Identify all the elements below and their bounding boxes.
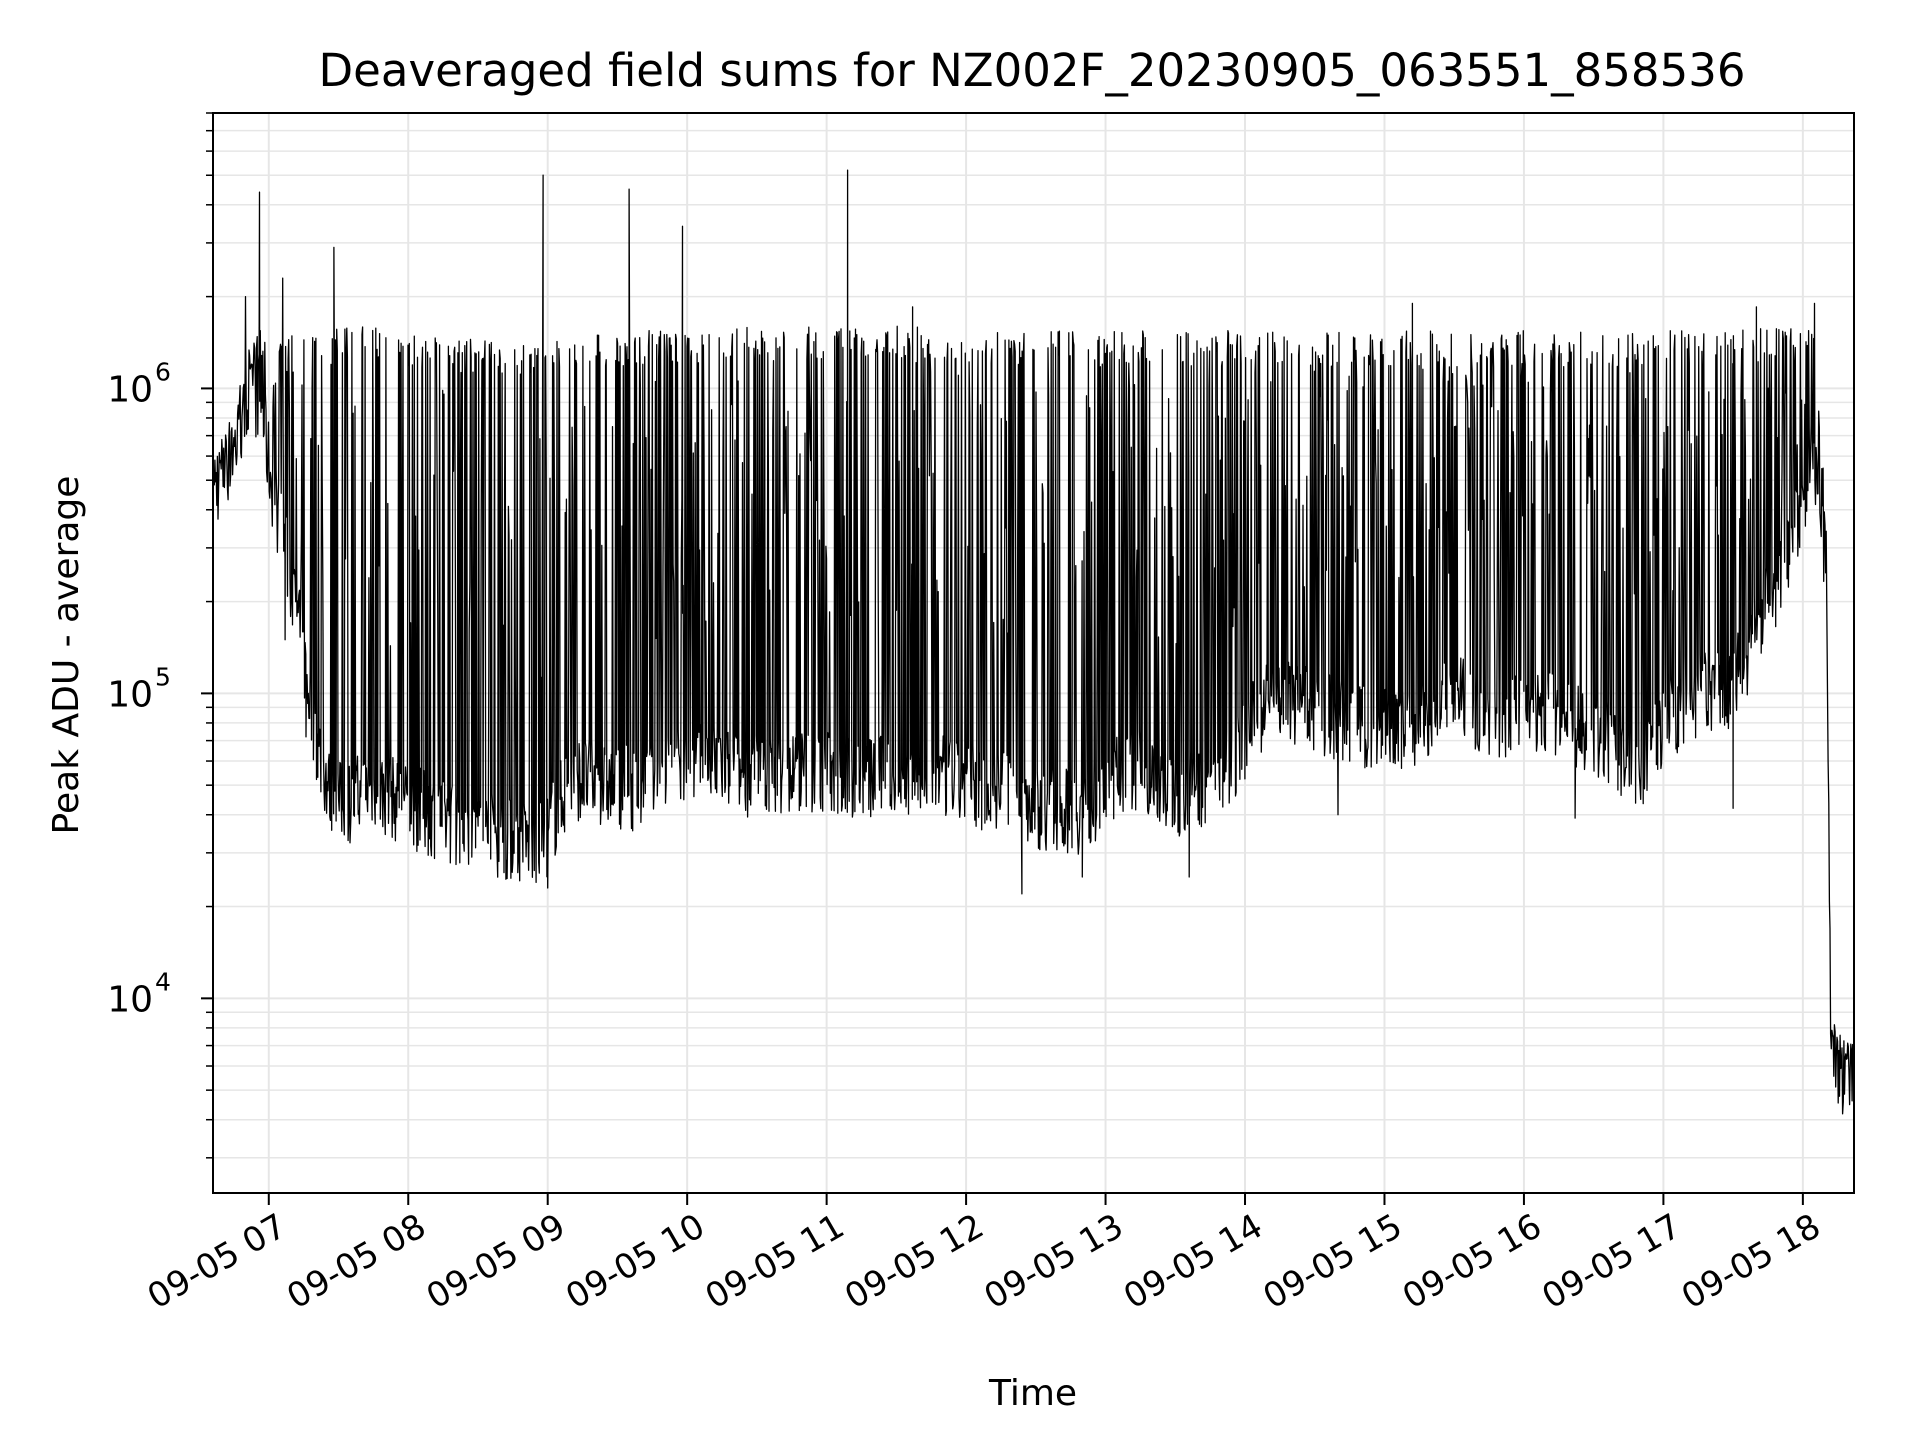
y-tick-label: 10 [107, 674, 153, 715]
y-tick-label-exponent: 5 [155, 662, 171, 691]
y-tick-label-exponent: 4 [155, 967, 171, 996]
y-tick-label: 10 [107, 369, 153, 410]
y-tick-label: 10 [107, 979, 153, 1020]
y-axis-label: Peak ADU - average [46, 476, 87, 835]
data-line-layer [212, 169, 1855, 1146]
series-line [212, 169, 1855, 1146]
chart-title: Deaveraged field sums for NZ002F_2023090… [319, 44, 1746, 97]
y-tick-label-exponent: 6 [155, 357, 171, 386]
x-axis-label: Time [988, 1373, 1077, 1414]
plot-frame [212, 112, 1855, 1194]
